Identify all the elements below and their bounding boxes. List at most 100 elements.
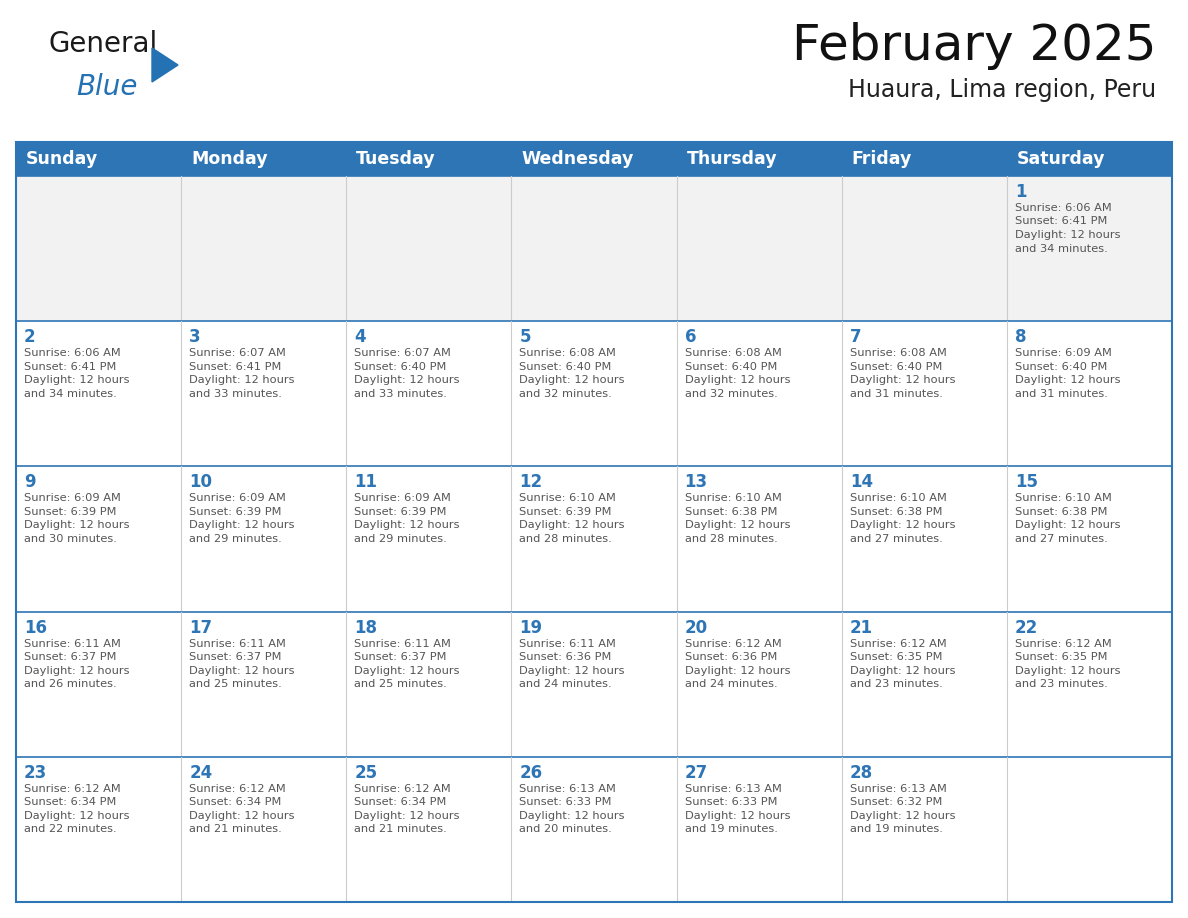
Text: 5: 5 [519,329,531,346]
Text: 16: 16 [24,619,48,636]
Text: Sunset: 6:37 PM: Sunset: 6:37 PM [24,652,116,662]
Text: Daylight: 12 hours: Daylight: 12 hours [1015,666,1120,676]
Text: Daylight: 12 hours: Daylight: 12 hours [519,811,625,821]
Text: 15: 15 [1015,474,1038,491]
Text: 21: 21 [849,619,873,636]
Text: 4: 4 [354,329,366,346]
Text: Sunrise: 6:08 AM: Sunrise: 6:08 AM [519,348,617,358]
Text: Tuesday: Tuesday [356,150,436,168]
Text: and 27 minutes.: and 27 minutes. [1015,534,1107,543]
Text: and 19 minutes.: and 19 minutes. [849,824,942,834]
Text: Sunset: 6:34 PM: Sunset: 6:34 PM [24,798,116,807]
Text: Sunset: 6:39 PM: Sunset: 6:39 PM [189,507,282,517]
Text: and 20 minutes.: and 20 minutes. [519,824,612,834]
Text: Sunset: 6:35 PM: Sunset: 6:35 PM [1015,652,1107,662]
Text: Daylight: 12 hours: Daylight: 12 hours [354,521,460,531]
Text: and 33 minutes.: and 33 minutes. [189,388,282,398]
Text: Sunrise: 6:06 AM: Sunrise: 6:06 AM [24,348,121,358]
Text: and 22 minutes.: and 22 minutes. [24,824,116,834]
Text: Sunrise: 6:13 AM: Sunrise: 6:13 AM [849,784,947,794]
Text: Monday: Monday [191,150,267,168]
Text: Sunrise: 6:09 AM: Sunrise: 6:09 AM [1015,348,1112,358]
Text: and 23 minutes.: and 23 minutes. [1015,679,1107,689]
Text: Sunrise: 6:13 AM: Sunrise: 6:13 AM [684,784,782,794]
Text: and 30 minutes.: and 30 minutes. [24,534,116,543]
Text: and 31 minutes.: and 31 minutes. [849,388,942,398]
Text: Sunset: 6:39 PM: Sunset: 6:39 PM [519,507,612,517]
Text: 3: 3 [189,329,201,346]
Text: Daylight: 12 hours: Daylight: 12 hours [24,521,129,531]
Text: Daylight: 12 hours: Daylight: 12 hours [849,811,955,821]
Text: Thursday: Thursday [687,150,777,168]
Text: Daylight: 12 hours: Daylight: 12 hours [1015,375,1120,386]
Text: and 26 minutes.: and 26 minutes. [24,679,116,689]
Text: Sunrise: 6:13 AM: Sunrise: 6:13 AM [519,784,617,794]
Text: Sunrise: 6:09 AM: Sunrise: 6:09 AM [24,493,121,503]
Text: 17: 17 [189,619,213,636]
Text: Sunrise: 6:12 AM: Sunrise: 6:12 AM [354,784,451,794]
Text: Sunrise: 6:11 AM: Sunrise: 6:11 AM [24,639,121,649]
Text: February 2025: February 2025 [791,22,1156,70]
Text: 19: 19 [519,619,543,636]
Text: Sunset: 6:40 PM: Sunset: 6:40 PM [849,362,942,372]
Text: Sunset: 6:34 PM: Sunset: 6:34 PM [354,798,447,807]
Text: Sunrise: 6:08 AM: Sunrise: 6:08 AM [684,348,782,358]
Text: 6: 6 [684,329,696,346]
Text: Sunset: 6:41 PM: Sunset: 6:41 PM [24,362,116,372]
Text: 7: 7 [849,329,861,346]
Text: 22: 22 [1015,619,1038,636]
Text: Daylight: 12 hours: Daylight: 12 hours [354,811,460,821]
Text: and 23 minutes.: and 23 minutes. [849,679,942,689]
Text: Sunset: 6:36 PM: Sunset: 6:36 PM [519,652,612,662]
Text: 8: 8 [1015,329,1026,346]
Text: 9: 9 [24,474,36,491]
Text: Sunset: 6:39 PM: Sunset: 6:39 PM [24,507,116,517]
Text: Sunrise: 6:10 AM: Sunrise: 6:10 AM [684,493,782,503]
Text: and 32 minutes.: and 32 minutes. [519,388,612,398]
Text: Sunset: 6:37 PM: Sunset: 6:37 PM [189,652,282,662]
Text: and 19 minutes.: and 19 minutes. [684,824,777,834]
Text: and 29 minutes.: and 29 minutes. [354,534,447,543]
Text: and 28 minutes.: and 28 minutes. [684,534,777,543]
Text: Sunset: 6:32 PM: Sunset: 6:32 PM [849,798,942,807]
Text: and 31 minutes.: and 31 minutes. [1015,388,1107,398]
Bar [15,142,1173,176]
Text: Sunrise: 6:11 AM: Sunrise: 6:11 AM [519,639,617,649]
Text: Sunrise: 6:12 AM: Sunrise: 6:12 AM [24,784,121,794]
Text: General: General [48,30,157,58]
Text: Sunset: 6:34 PM: Sunset: 6:34 PM [189,798,282,807]
Text: Daylight: 12 hours: Daylight: 12 hours [849,666,955,676]
Text: Daylight: 12 hours: Daylight: 12 hours [24,666,129,676]
Text: 18: 18 [354,619,378,636]
Text: 20: 20 [684,619,708,636]
Text: Daylight: 12 hours: Daylight: 12 hours [519,375,625,386]
Text: 13: 13 [684,474,708,491]
Text: Daylight: 12 hours: Daylight: 12 hours [189,521,295,531]
Text: Sunrise: 6:12 AM: Sunrise: 6:12 AM [189,784,286,794]
Text: Daylight: 12 hours: Daylight: 12 hours [684,811,790,821]
Text: Daylight: 12 hours: Daylight: 12 hours [189,666,295,676]
Text: Daylight: 12 hours: Daylight: 12 hours [849,375,955,386]
Text: Sunrise: 6:11 AM: Sunrise: 6:11 AM [189,639,286,649]
Text: Sunset: 6:39 PM: Sunset: 6:39 PM [354,507,447,517]
Text: Sunset: 6:40 PM: Sunset: 6:40 PM [354,362,447,372]
Text: Daylight: 12 hours: Daylight: 12 hours [519,666,625,676]
Text: Huaura, Lima region, Peru: Huaura, Lima region, Peru [848,78,1156,102]
Text: Sunset: 6:36 PM: Sunset: 6:36 PM [684,652,777,662]
Text: 1: 1 [1015,183,1026,201]
Text: Daylight: 12 hours: Daylight: 12 hours [519,521,625,531]
Text: Sunset: 6:38 PM: Sunset: 6:38 PM [684,507,777,517]
Text: Sunrise: 6:12 AM: Sunrise: 6:12 AM [684,639,782,649]
Text: and 34 minutes.: and 34 minutes. [24,388,116,398]
Text: Daylight: 12 hours: Daylight: 12 hours [849,521,955,531]
Text: and 24 minutes.: and 24 minutes. [519,679,612,689]
Text: 12: 12 [519,474,543,491]
Text: Sunrise: 6:08 AM: Sunrise: 6:08 AM [849,348,947,358]
Text: Saturday: Saturday [1017,150,1105,168]
Text: and 21 minutes.: and 21 minutes. [189,824,282,834]
Text: Daylight: 12 hours: Daylight: 12 hours [684,375,790,386]
Text: Blue: Blue [76,73,138,101]
Text: Sunset: 6:37 PM: Sunset: 6:37 PM [354,652,447,662]
Text: Daylight: 12 hours: Daylight: 12 hours [1015,521,1120,531]
Text: Daylight: 12 hours: Daylight: 12 hours [189,375,295,386]
